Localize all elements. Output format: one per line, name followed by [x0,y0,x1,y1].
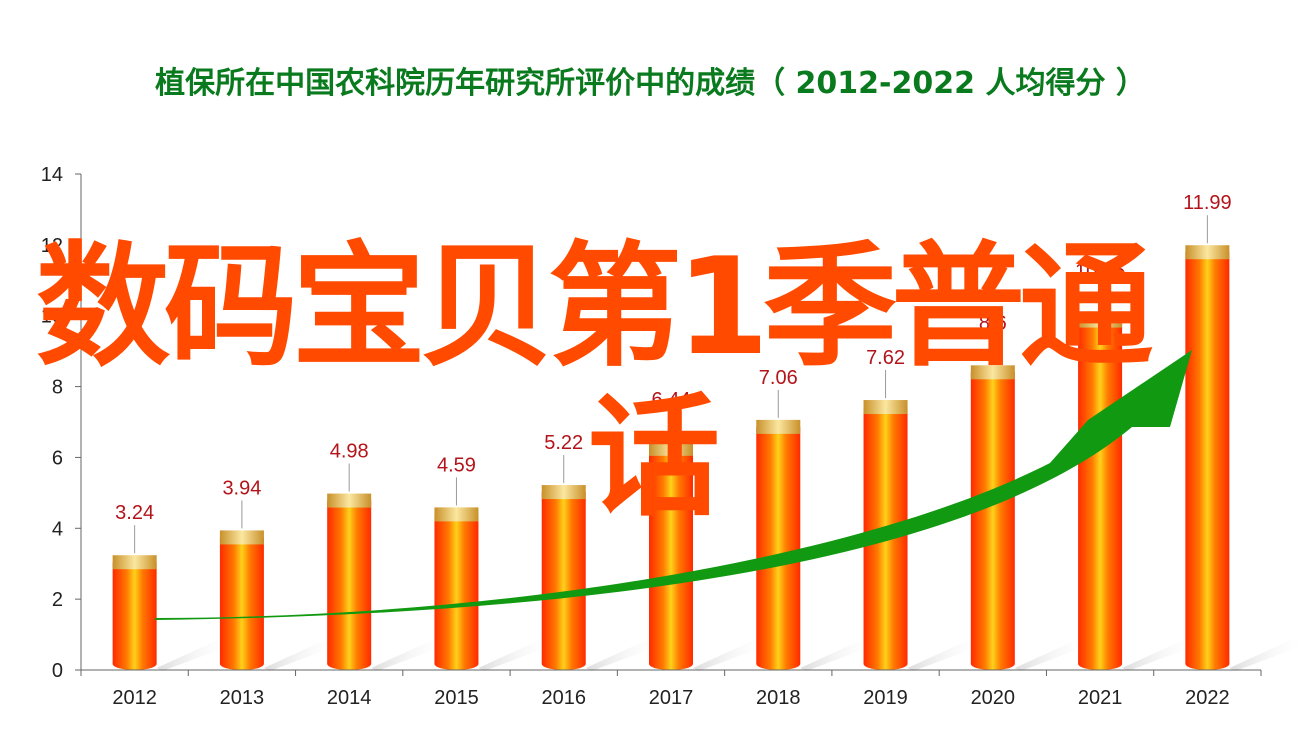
data-label-2022: 11.99 [1183,192,1232,214]
bar-2014 [327,500,372,664]
bar-shadow [371,636,450,671]
bar-base [863,658,908,670]
bar-base [327,658,372,670]
bar-cap [1078,313,1123,328]
data-label-2015: 4.59 [437,454,476,476]
data-label-2013: 3.94 [222,477,261,499]
bar-shadow [907,636,986,671]
x-tick-label-2012: 2012 [112,687,157,709]
bar-shadow [693,636,771,671]
bar-shadow [156,636,235,671]
y-tick-label: 12 [41,235,63,257]
bar-cap [434,507,479,522]
bar-2012 [112,562,157,664]
y-tick-label: 6 [52,447,63,469]
bar-cap [327,493,372,508]
x-tick-label-2015: 2015 [434,687,479,709]
x-tick-label-2019: 2019 [863,687,908,709]
bar-base [434,658,479,670]
y-tick-label: 4 [52,518,63,540]
x-tick-label-2014: 2014 [327,687,372,709]
bar-shadow [585,636,664,671]
bar-2018 [756,426,801,664]
bar-cap [1185,245,1230,260]
data-label-2018: 7.06 [759,367,798,389]
bar-shadow [800,636,879,671]
bar-base [1185,658,1230,670]
data-label-2016: 5.22 [544,432,583,454]
bar-cap [756,419,801,434]
overlay-text-line1: 数码宝贝第1季普通 [36,229,1153,385]
bar-2020 [970,372,1015,664]
bar-cap [863,400,908,415]
bar-2017 [649,448,693,664]
bar-shadow [1014,636,1093,671]
x-tick-label-2022: 2022 [1185,687,1230,709]
x-tick-label-2018: 2018 [756,687,801,709]
bar-shadow [1229,636,1301,671]
bar-2016 [541,492,586,664]
data-label-2014: 4.98 [330,441,369,463]
y-tick-label: 8 [52,377,63,399]
data-label-2021: 10.06 [1075,261,1125,283]
data-label-2012: 3.24 [115,502,154,524]
bar-cap [970,365,1015,380]
y-tick-label: 0 [52,660,63,682]
bar-base [756,658,801,670]
bar-base [219,658,264,670]
bar-cap [219,530,264,545]
bar-base [541,658,586,670]
chart-title: 植保所在中国农科院历年研究所评价中的成绩（ 2012-2022 人均得分 ） [155,66,1146,101]
bar-2022 [1185,252,1230,664]
bar-shadow [478,636,557,671]
bar-base [649,658,693,670]
bar-shadow [1122,636,1201,671]
bar-cap [112,555,157,570]
data-label-2020: 8.6 [979,312,1007,334]
bar-base [112,658,157,670]
y-tick-label: 14 [41,164,63,186]
x-tick-label-2020: 2020 [971,687,1016,709]
bar-2013 [219,537,264,664]
bar-cap [541,485,586,500]
data-label-2019: 7.62 [866,347,905,369]
x-tick-label-2013: 2013 [220,687,265,709]
x-tick-label-2017: 2017 [649,687,694,709]
overlay-text-line2: 话 [588,381,720,535]
data-label-2017: 6.44 [652,389,691,411]
bar-base [1078,658,1123,670]
bar-base [970,658,1015,670]
bar-2021 [1078,320,1123,664]
y-tick-label: 10 [41,306,63,328]
x-tick-label-2016: 2016 [541,687,586,709]
bar-shadow [263,636,342,671]
bar-cap [649,441,693,456]
y-tick-label: 2 [52,589,63,611]
x-tick-label-2021: 2021 [1078,687,1123,709]
bar-2015 [434,514,479,664]
